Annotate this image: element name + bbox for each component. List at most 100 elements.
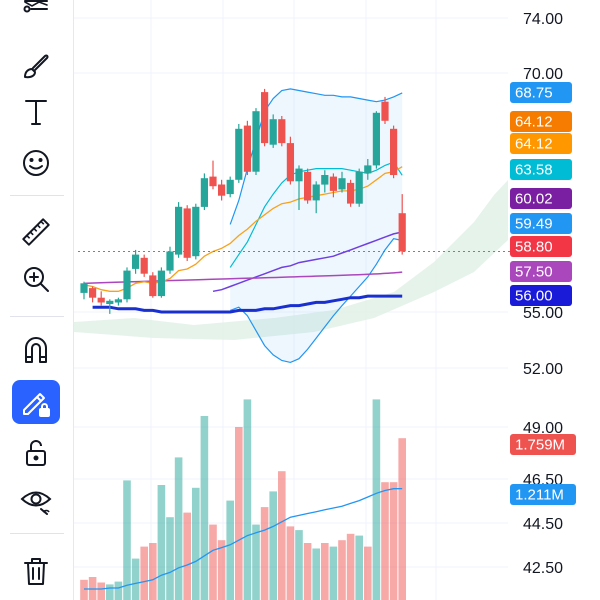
volume-bar [252, 524, 260, 600]
emoji-icon [23, 150, 49, 176]
volume-tag-label: 1.211M [515, 487, 564, 504]
volume-bar [243, 399, 252, 600]
candle-body [89, 288, 97, 298]
price-tag [510, 111, 572, 132]
candle-body [132, 254, 140, 269]
ruler-tool-button[interactable] [12, 210, 60, 254]
volume-tag-label: 1.759M [515, 437, 565, 454]
volume-bars [80, 399, 406, 600]
volume-bar [338, 540, 346, 600]
ichimoku-cloud [74, 180, 508, 340]
price-tag-label: 64.12 [515, 136, 553, 153]
pencil-lock-icon [23, 393, 50, 417]
volume-bar [260, 507, 269, 600]
magnet-tool-button[interactable] [12, 328, 60, 372]
volume-bar [295, 530, 303, 600]
price-chart[interactable]: 74.0070.0055.0052.0049.0046.5044.5042.50… [74, 0, 600, 600]
volume-bar [269, 491, 277, 600]
volume-bar [381, 482, 389, 600]
candle-body [157, 270, 165, 297]
price-axis-tick-label: 74.00 [523, 11, 563, 28]
trash-tool-button[interactable] [12, 549, 60, 593]
volume-bar [166, 517, 174, 600]
candle-body [364, 165, 372, 174]
price-tag [510, 285, 572, 306]
volume-bar [157, 485, 166, 600]
candle-body [398, 213, 406, 252]
sma-purple-line [83, 271, 403, 285]
candle-body [329, 176, 337, 191]
price-tags: 68.75 64.12 64.12 63.58 60.02 59.49 58.80 57.50… [510, 82, 576, 505]
pencil-lock-tool-button[interactable] [12, 380, 60, 424]
candle-body [209, 176, 217, 187]
drawing-toolbar [0, 0, 74, 600]
magnet-icon [25, 337, 47, 363]
candle-body [390, 128, 398, 175]
indicators-tool-button[interactable] [12, 0, 60, 36]
volume-bar [140, 546, 148, 600]
volume-bar [200, 416, 209, 600]
price-axis-tick-label: 55.00 [523, 305, 563, 322]
price-axis-tick-label: 44.50 [523, 516, 563, 533]
text-tool-button[interactable] [12, 90, 60, 134]
candle-body [261, 92, 269, 144]
candle-body [347, 182, 355, 204]
eye-tool-button[interactable] [12, 478, 60, 522]
volume-bar [226, 500, 234, 600]
price-axis-tick-label: 52.00 [523, 361, 563, 378]
candle-body [304, 171, 312, 201]
candle-body [114, 299, 122, 303]
brush-tool-button[interactable] [12, 44, 60, 88]
volume-bar [149, 543, 157, 600]
volume-bar [131, 558, 140, 600]
volume-bar [209, 524, 217, 600]
volume-bar [398, 438, 406, 600]
eye-icon [20, 491, 52, 515]
price-tag-label: 68.75 [515, 85, 553, 102]
unlock-tool-button[interactable] [12, 430, 60, 474]
volume-bar [80, 579, 88, 600]
candle-body [243, 125, 251, 172]
price-tag [510, 261, 572, 282]
price-tag-label: 59.49 [515, 216, 553, 233]
candle-body [140, 257, 148, 274]
price-tag [510, 82, 572, 103]
trash-icon [24, 558, 48, 585]
volume-ma-line [84, 487, 403, 590]
candle-body [235, 128, 243, 180]
volume-bar [346, 533, 355, 600]
price-tag-label: 57.50 [515, 264, 553, 281]
candle-body [286, 143, 294, 182]
candle-body [166, 251, 174, 271]
volume-tag [510, 484, 576, 505]
candle-body [218, 184, 226, 196]
volume-bar [174, 457, 183, 600]
volume-bar [389, 482, 398, 600]
candle-body [312, 184, 320, 201]
candle-body [80, 283, 88, 293]
volume-bar [278, 471, 286, 600]
toolbar-divider [10, 533, 64, 534]
candle-body [123, 270, 131, 300]
volume-bar [312, 548, 320, 600]
price-tag [510, 188, 572, 209]
zoom-in-tool-button[interactable] [12, 257, 60, 301]
candle-body [338, 178, 346, 190]
ema-slow-line [212, 231, 403, 293]
volume-bar [329, 546, 338, 600]
emoji-tool-button[interactable] [12, 141, 60, 185]
toolbar-divider [10, 195, 64, 196]
price-tag [510, 213, 572, 234]
candle-body [381, 101, 389, 121]
volume-tag [510, 434, 576, 455]
ruler-icon [22, 218, 50, 246]
volume-bar [364, 546, 372, 600]
toolbar-divider [10, 316, 64, 317]
bollinger-lower-line [229, 238, 403, 364]
text-icon [25, 100, 47, 125]
grid [74, 0, 508, 600]
candle-body [149, 275, 157, 297]
volume-bar [97, 582, 105, 600]
candles [80, 88, 406, 314]
price-tag [510, 133, 572, 154]
